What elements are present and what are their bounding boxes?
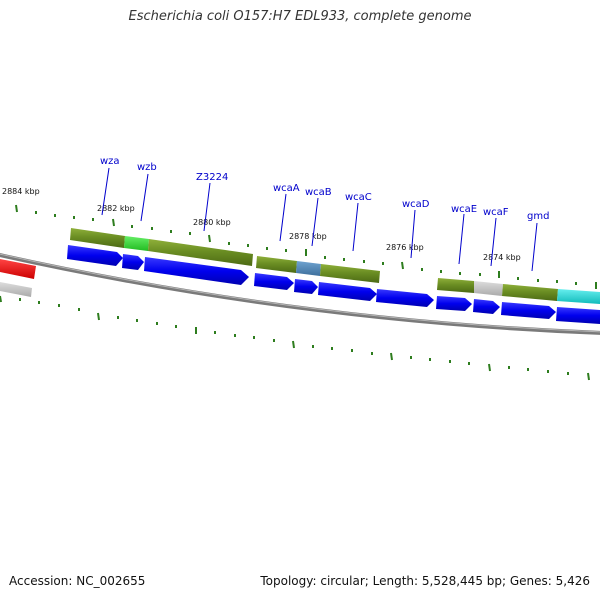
gene-label-wza: wza [100,156,120,167]
cds-wza [67,245,123,266]
gray-feature-left [0,282,32,297]
cog-band-1 [70,228,125,248]
cds-wcaA [254,273,294,290]
cog-band-4 [320,264,380,283]
gene-label-wcaB: wcaB [305,187,332,198]
cog-wcaB [296,261,321,276]
cds-wcaC [318,282,377,301]
cds-wcaB [294,279,318,294]
gene-label-wzb: wzb [137,162,157,173]
accession-text: Accession: NC_002655 [9,574,146,588]
gene-label-z3224: Z3224 [196,172,228,183]
scale-label: 2874 kbp [483,253,521,262]
cog-wcaF [474,281,503,296]
genome-summary-text: Topology: circular; Length: 5,528,445 bp… [260,574,590,588]
gene-label-wcaC: wcaC [345,192,372,203]
inner-scale-ticks [0,295,590,381]
cds-wcaD [376,289,434,307]
scale-label: 2882 kbp [97,204,135,213]
gene-label-leaders [101,167,538,272]
cds-z3224 [144,257,249,285]
scale-label: 2880 kbp [193,218,231,227]
gene-label-wcaA: wcaA [273,183,300,194]
cog-band-5 [437,278,474,293]
cds-next [556,307,600,324]
cog-band-2 [148,239,253,266]
cog-gmd-cyan [557,289,600,304]
scale-label: 2884 kbp [2,187,40,196]
cog-wzb [124,236,149,251]
scale-label: 2878 kbp [289,232,327,241]
outer-scale-ticks [15,204,597,289]
red-feature [0,259,36,279]
cds-wcaF [473,299,500,314]
gene-label-wcaE: wcaE [451,204,477,215]
cds-wzb [122,254,144,270]
cog-band-6 [502,284,558,301]
gene-label-gmd: gmd [527,211,549,222]
genome-backbone-highlight [0,253,600,333]
gene-label-wcaD: wcaD [402,199,430,210]
cds-wcaE [436,296,472,311]
cds-gmd [501,302,556,319]
genome-backbone [0,253,600,335]
gene-label-wcaF: wcaF [483,207,509,218]
map-title: Escherichia coli O157:H7 EDL933, complet… [128,9,472,24]
scale-label: 2876 kbp [386,243,424,252]
cog-band-3 [256,256,297,273]
